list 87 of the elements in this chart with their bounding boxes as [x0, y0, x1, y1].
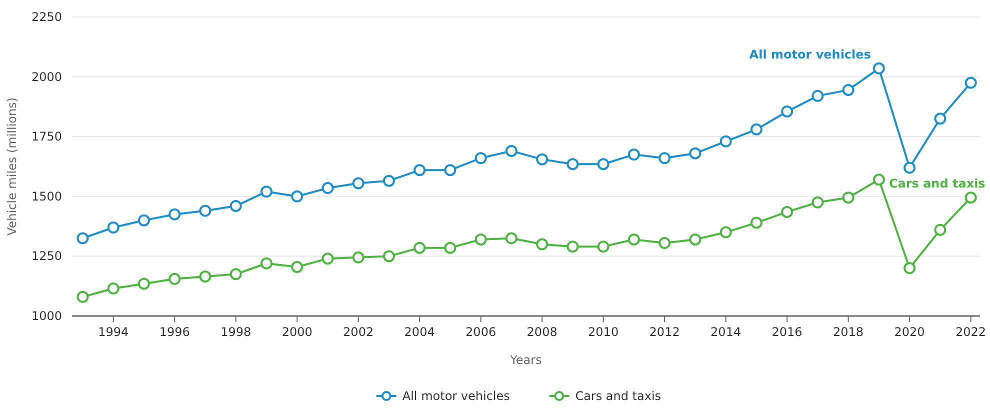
point — [322, 252, 334, 265]
point — [505, 232, 518, 244]
point — [566, 158, 579, 170]
point — [720, 226, 732, 238]
x-tick-label: 2012 — [649, 325, 680, 339]
y-tick-label: 1750 — [31, 130, 62, 144]
point — [812, 90, 824, 102]
point — [382, 174, 395, 187]
point — [566, 240, 579, 253]
point — [474, 152, 487, 164]
x-axis-title: Years — [509, 353, 542, 367]
x-tick-label: 1998 — [220, 325, 252, 339]
x-tick-label: 2014 — [710, 325, 742, 339]
point — [720, 135, 732, 148]
point — [291, 260, 304, 273]
point — [260, 186, 272, 198]
x-tick-label: 2008 — [526, 325, 558, 339]
point — [781, 105, 794, 118]
point — [658, 152, 671, 164]
y-tick-label: 1000 — [31, 309, 62, 323]
point — [842, 84, 854, 96]
point — [658, 237, 671, 250]
x-tick-label: 2000 — [282, 325, 312, 339]
point — [230, 200, 242, 212]
point — [107, 282, 120, 294]
point — [352, 177, 364, 190]
point — [260, 257, 272, 270]
point — [444, 242, 456, 254]
point — [964, 192, 977, 204]
point — [781, 206, 794, 218]
legend-label: Cars and taxis — [575, 389, 662, 403]
point — [964, 76, 977, 89]
point — [628, 148, 640, 161]
point — [689, 233, 702, 246]
point — [689, 147, 702, 160]
point — [322, 182, 334, 194]
annotation: Cars and taxis — [888, 176, 986, 191]
x-tick-label: 2006 — [466, 325, 496, 339]
point — [628, 233, 640, 246]
x-tick-label: 2016 — [772, 325, 802, 339]
point — [168, 272, 181, 285]
point — [505, 144, 518, 157]
point — [138, 278, 150, 290]
point — [291, 190, 304, 202]
x-tick-label: 2022 — [956, 325, 986, 339]
y-tick-label: 2250 — [31, 10, 62, 24]
legend-label: All motor vehicles — [402, 389, 510, 403]
y-tick-label: 1250 — [31, 249, 62, 264]
point — [414, 164, 426, 176]
point — [934, 112, 946, 125]
point — [536, 238, 548, 250]
point — [812, 196, 824, 208]
x-tick-label: 2010 — [588, 325, 619, 339]
x-tick-label: 1996 — [159, 325, 190, 339]
point — [750, 123, 762, 136]
x-tick-label: 2004 — [404, 325, 435, 339]
y-axis-title: Vehicle miles (millions) — [5, 97, 19, 236]
point — [168, 208, 181, 220]
point — [199, 204, 212, 217]
point — [872, 62, 885, 74]
x-tick-label: 2020 — [894, 325, 925, 339]
point — [934, 224, 946, 236]
annotation: All motor vehicles — [749, 47, 871, 62]
point — [230, 268, 242, 280]
point — [597, 158, 610, 170]
point — [138, 214, 150, 226]
point — [107, 221, 120, 234]
point — [352, 251, 364, 264]
x-tick-label: 1994 — [98, 325, 129, 339]
point — [842, 192, 854, 204]
x-tick-label: 2002 — [343, 325, 374, 339]
point — [904, 262, 916, 274]
y-tick-label: 2000 — [31, 70, 62, 84]
point — [904, 162, 916, 174]
point — [474, 233, 487, 246]
x-tick-label: 2018 — [833, 325, 864, 339]
point — [414, 242, 426, 254]
point — [444, 164, 456, 176]
point — [536, 153, 548, 166]
point — [199, 270, 212, 283]
point — [597, 240, 610, 253]
point — [76, 290, 89, 303]
point — [872, 174, 885, 186]
point — [382, 250, 395, 262]
y-tick-label: 1500 — [31, 189, 62, 204]
point — [76, 232, 89, 244]
point — [750, 216, 762, 229]
